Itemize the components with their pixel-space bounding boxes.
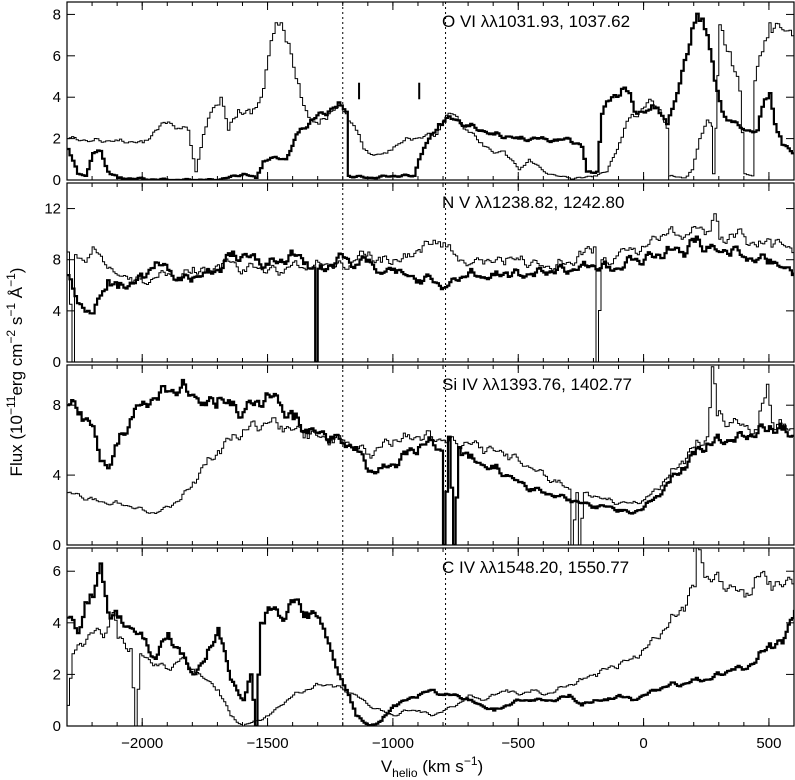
y-tick-label: 0 [53, 172, 61, 189]
series-thick-line [67, 12, 794, 180]
panels-group: 0 2 4 6 8 O VI λλ1031.93, 1037.62 0 4 8 12 N V λλ1… [44, 1, 795, 752]
series-thick-line [67, 235, 794, 362]
panel-label: O VI λλ1031.93, 1037.62 [442, 12, 630, 31]
series-thin-line [67, 366, 794, 545]
x-tick-label: −2000 [121, 735, 163, 752]
x-axis-title-rest: (km s [418, 757, 464, 776]
panel-1: 0 2 4 6 8 O VI λλ1031.93, 1037.62 [53, 1, 795, 189]
y-axis-title-b: −11 [4, 395, 18, 415]
y-axis-title-d: −2 [4, 330, 18, 344]
series-thick-line [67, 562, 794, 726]
panel-label: Si IV λλ1393.76, 1402.77 [442, 375, 632, 394]
y-tick-label: 12 [44, 201, 61, 218]
series-thick-line [67, 378, 794, 545]
y-tick-label: 0 [53, 718, 61, 735]
y-tick-label: 8 [53, 397, 61, 414]
y-axis-title-c: erg cm [7, 344, 26, 396]
y-axis-title-e: s [7, 317, 26, 330]
panel-4: 0 2 4 6 C IV λλ1548.20, 1550.77 [53, 547, 795, 735]
y-axis-title-h: −1 [4, 273, 18, 287]
y-tick-label: 4 [53, 467, 61, 484]
x-tick-label: −1000 [372, 735, 414, 752]
panel-frame [66, 364, 795, 546]
panel-frame [66, 182, 795, 363]
y-tick-label: 0 [53, 537, 61, 554]
x-axis-title-sup: −1 [464, 754, 478, 768]
series-thin-line [67, 548, 794, 726]
y-tick-label: 6 [53, 563, 61, 580]
y-axis-title-a: Flux (10 [7, 415, 26, 476]
y-tick-label: 0 [53, 354, 61, 371]
y-axis-title: Flux (10−11erg cm−2 s−1 Å−1) [4, 268, 26, 477]
x-axis-title: Vhelio (km s−1) [381, 754, 483, 780]
y-tick-label: 4 [53, 303, 61, 320]
x-tick-label: 0 [639, 735, 647, 752]
y-tick-label: 8 [53, 6, 61, 23]
y-tick-label: 8 [53, 252, 61, 269]
x-tick-label: −1500 [246, 735, 288, 752]
panel-frame [66, 547, 795, 727]
series-thin-line [67, 22, 794, 180]
panel-3: 0 4 8 Si IV λλ1393.76, 1402.77 [53, 364, 795, 554]
panel-label: C IV λλ1548.20, 1550.77 [442, 558, 629, 577]
x-axis-title-sub: helio [392, 766, 418, 780]
y-tick-label: 4 [53, 615, 61, 632]
panel-frame [66, 1, 795, 181]
y-tick-label: 4 [53, 89, 61, 106]
panel-label: N V λλ1238.82, 1242.80 [442, 193, 624, 212]
panel-2: 0 4 8 12 N V λλ1238.82, 1242.80 [44, 182, 795, 371]
x-tick-label: −500 [501, 735, 535, 752]
y-tick-label: 6 [53, 48, 61, 65]
y-axis-title-g: Å [7, 286, 26, 303]
y-axis-title-f: −1 [4, 303, 18, 317]
x-axis-title-v: V [381, 757, 393, 776]
y-tick-label: 2 [53, 131, 61, 148]
y-axis-title-i: ) [7, 268, 26, 274]
series-thin-line [67, 213, 794, 362]
y-tick-label: 2 [53, 666, 61, 683]
x-tick-label: 500 [756, 735, 781, 752]
x-axis-title-close: ) [478, 757, 484, 776]
